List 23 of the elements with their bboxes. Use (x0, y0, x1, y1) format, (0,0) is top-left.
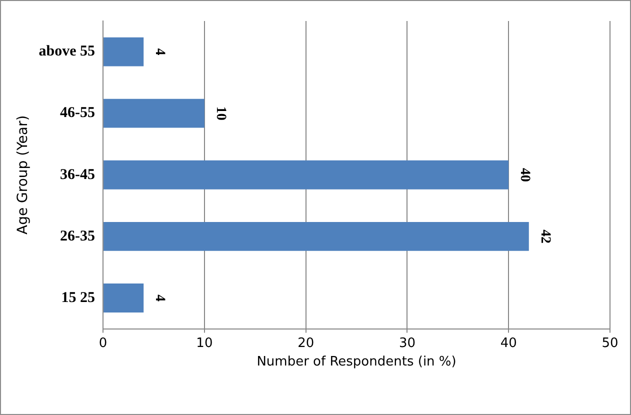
data-label: 10 (212, 106, 228, 120)
x-tick-label: 10 (196, 336, 213, 351)
x-axis-title: Number of Respondents (in %) (256, 354, 456, 370)
y-axis-title: Age Group (Year) (15, 115, 32, 234)
bar (104, 37, 144, 66)
y-tick-label: 26-35 (60, 228, 96, 244)
x-tick-label: 0 (98, 336, 108, 351)
bar (104, 222, 529, 251)
data-label: 4 (152, 48, 167, 56)
x-tick-label: 40 (500, 336, 517, 351)
bar (104, 160, 509, 190)
y-tick-label: 15 25 (61, 290, 96, 306)
data-label: 40 (517, 168, 532, 182)
x-tick-label: 20 (298, 336, 314, 351)
y-tick-label: 46-55 (60, 105, 96, 122)
data-label: 4 (152, 294, 167, 302)
y-tick-label: 36-45 (60, 166, 96, 183)
x-tick-label: 50 (602, 336, 618, 351)
x-tick-label: 30 (398, 336, 416, 351)
data-label: 42 (537, 229, 552, 244)
bar (104, 98, 204, 128)
bar (104, 284, 144, 312)
y-tick-label: above 55 (38, 44, 96, 60)
